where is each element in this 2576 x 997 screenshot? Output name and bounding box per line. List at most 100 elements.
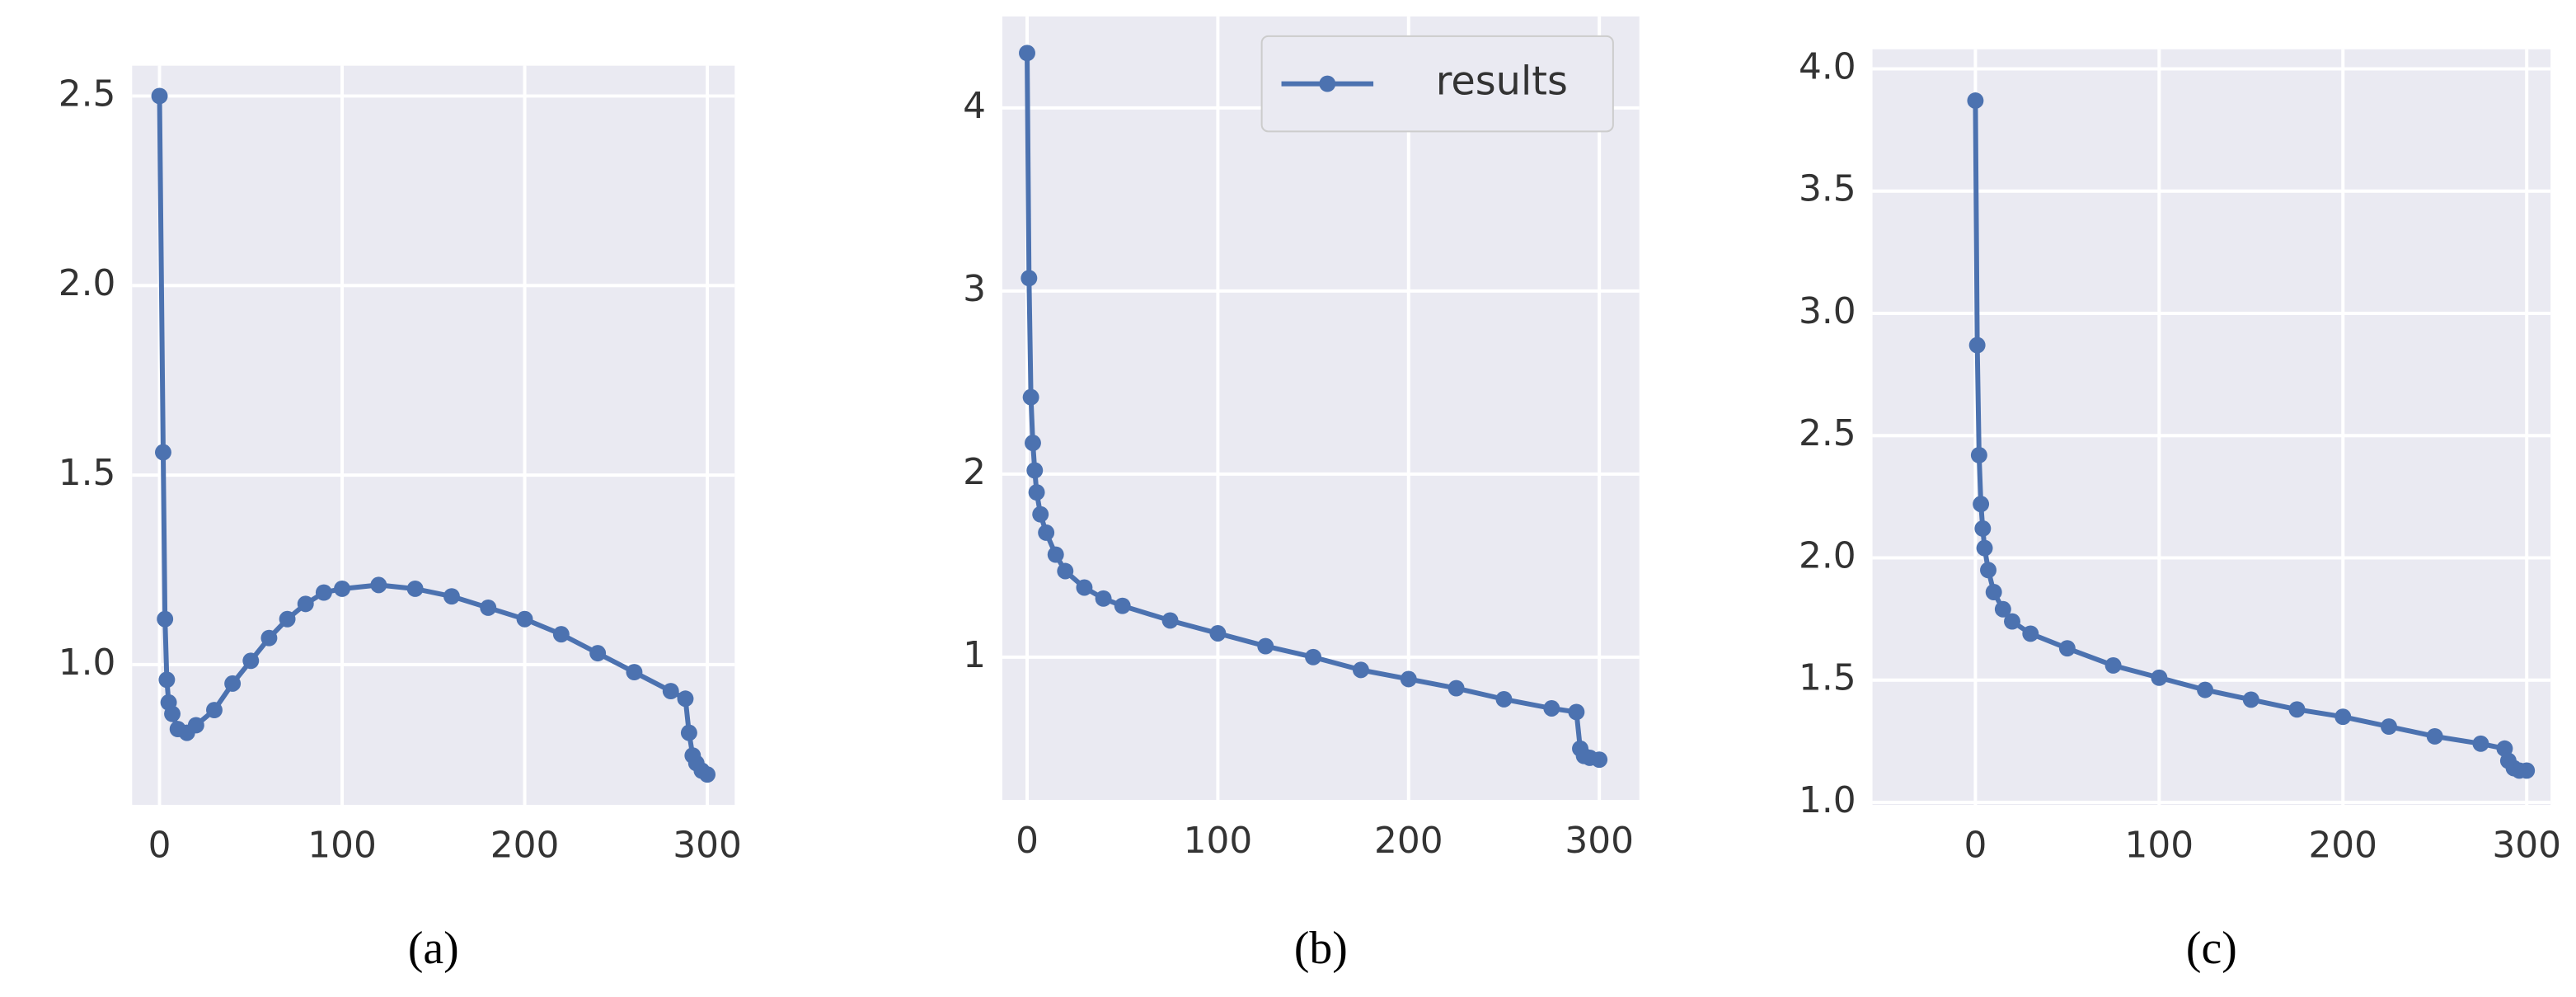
y-tick-label: 2 <box>963 451 986 493</box>
y-tick-label: 1.0 <box>59 642 116 684</box>
point <box>2197 681 2214 698</box>
point <box>1980 562 1997 579</box>
x-tick-label: 100 <box>2125 825 2194 867</box>
point <box>1985 584 2002 600</box>
point <box>187 717 204 734</box>
point <box>206 702 223 719</box>
y-tick-label: 3.5 <box>1799 168 1856 210</box>
point <box>157 610 174 628</box>
x-tick-label: 300 <box>2492 825 2561 867</box>
caption: (b) <box>1294 923 1348 974</box>
x-tick-label: 300 <box>673 825 742 867</box>
point <box>334 581 350 597</box>
point <box>2151 669 2168 686</box>
point <box>151 87 168 105</box>
y-tick-label: 2.5 <box>59 73 116 115</box>
point <box>1400 670 1417 688</box>
point <box>1352 661 1369 679</box>
point <box>370 576 387 594</box>
point <box>2242 691 2259 708</box>
point <box>1543 700 1560 717</box>
point <box>2004 613 2020 630</box>
point <box>1057 562 1074 580</box>
point <box>552 626 570 643</box>
point <box>680 724 697 741</box>
point <box>2426 727 2443 745</box>
point <box>1161 612 1179 629</box>
y-tick-label: 1.5 <box>59 452 116 494</box>
x-tick-label: 100 <box>307 825 377 867</box>
point <box>589 645 607 662</box>
x-tick-label: 300 <box>1565 820 1634 862</box>
point <box>1022 388 1039 406</box>
point <box>2288 701 2306 718</box>
point <box>2058 640 2076 657</box>
x-tick-label: 200 <box>490 825 560 867</box>
point <box>626 664 643 681</box>
point <box>1209 625 1227 642</box>
point <box>1114 597 1131 614</box>
point <box>677 690 694 708</box>
x-tick-label: 100 <box>1184 820 1253 862</box>
caption: (c) <box>2186 923 2237 974</box>
point <box>154 444 171 461</box>
point <box>1021 270 1038 287</box>
point <box>443 588 460 605</box>
point <box>2381 718 2397 736</box>
point <box>1305 648 1322 665</box>
point <box>2334 708 2352 726</box>
point <box>1973 496 1990 513</box>
point <box>1448 680 1465 697</box>
y-tick-label: 1.0 <box>1799 779 1856 821</box>
point <box>297 595 314 613</box>
point <box>2022 625 2039 642</box>
point <box>1967 92 1984 109</box>
point <box>1591 751 1608 769</box>
y-tick-label: 2.0 <box>1799 534 1856 576</box>
point <box>1994 600 2011 618</box>
point <box>406 581 424 597</box>
point <box>1038 524 1055 541</box>
point <box>279 610 296 628</box>
point <box>2104 656 2122 674</box>
x-tick-label: 200 <box>1374 820 1443 862</box>
point <box>699 766 716 783</box>
legend-marker <box>1319 75 1336 92</box>
point <box>315 584 332 601</box>
point <box>1974 520 1992 537</box>
y-tick-label: 1.5 <box>1799 657 1856 699</box>
point <box>2472 735 2489 752</box>
point <box>1028 484 1045 501</box>
point <box>662 683 679 700</box>
point <box>2518 762 2536 779</box>
point <box>1024 435 1041 452</box>
point <box>1032 506 1049 523</box>
point <box>1257 637 1274 655</box>
y-tick-label: 3 <box>963 268 986 310</box>
point <box>164 705 181 722</box>
point <box>260 629 278 647</box>
plot-area <box>1002 16 1640 800</box>
point <box>1019 45 1035 62</box>
point <box>516 610 533 628</box>
point <box>1568 703 1585 721</box>
x-tick-label: 0 <box>148 825 171 867</box>
point <box>1970 446 1987 463</box>
y-tick-label: 4 <box>963 85 986 127</box>
y-tick-label: 1 <box>963 634 986 676</box>
point <box>1047 546 1064 563</box>
point <box>1095 590 1112 607</box>
point <box>1495 690 1513 708</box>
y-tick-label: 4.0 <box>1799 45 1856 87</box>
x-tick-label: 200 <box>2308 825 2377 867</box>
legend-box <box>1260 35 1614 133</box>
x-tick-label: 0 <box>1016 820 1039 862</box>
point <box>1976 539 1993 557</box>
point <box>1026 462 1044 479</box>
caption: (a) <box>408 923 459 974</box>
y-tick-label: 2.5 <box>1799 412 1856 454</box>
legend-label: results <box>1436 59 1568 105</box>
point <box>158 671 176 689</box>
